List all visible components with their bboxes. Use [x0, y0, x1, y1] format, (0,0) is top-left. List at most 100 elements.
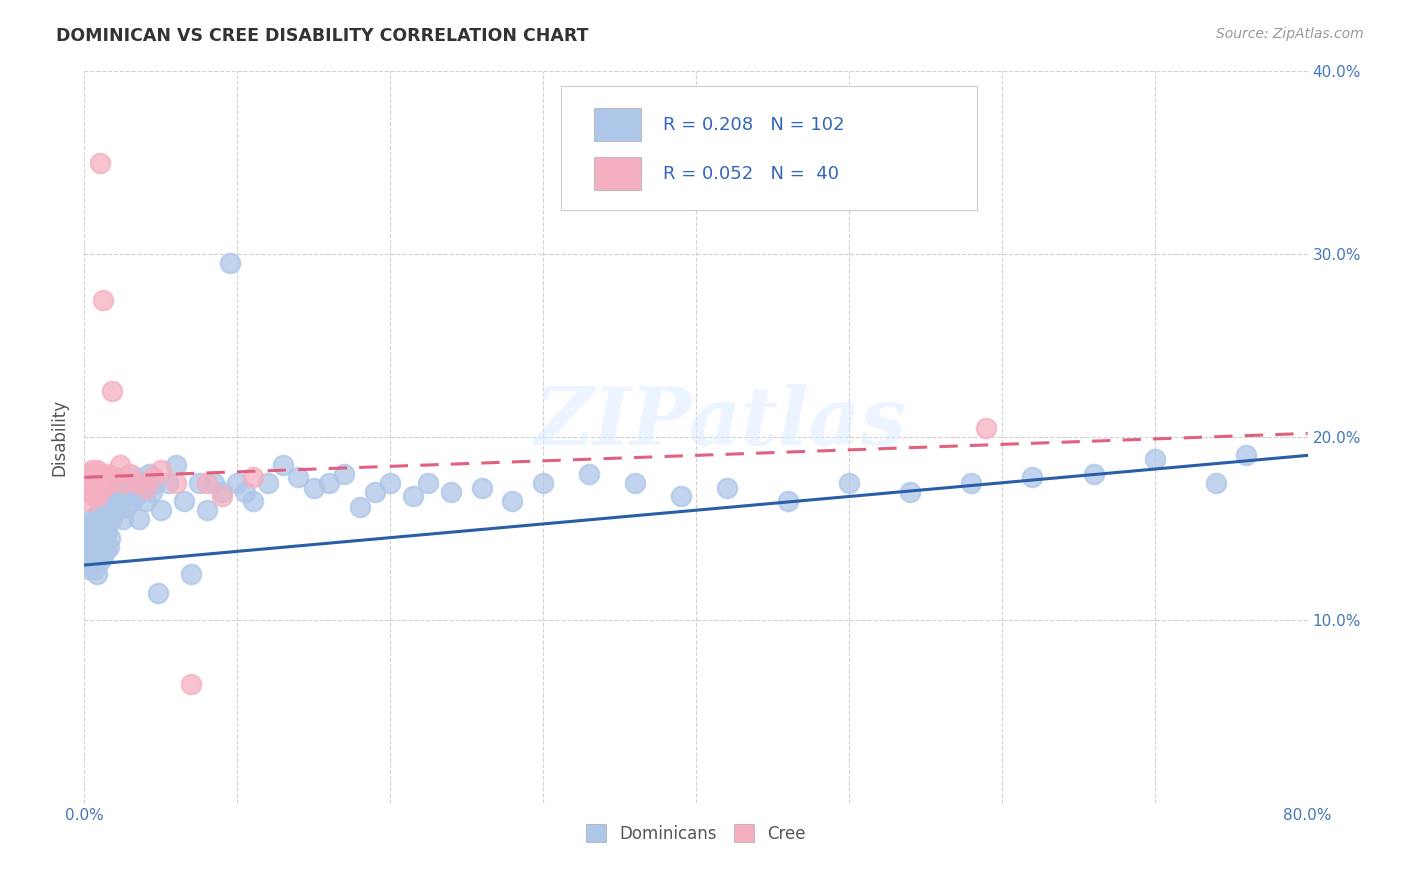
Point [103, 494, 125, 508]
Point [402, 489, 425, 503]
Point [669, 489, 692, 503]
Point [89, 475, 111, 490]
Text: R = 0.052   N =  40: R = 0.052 N = 40 [664, 165, 839, 183]
Point [135, 481, 157, 495]
Point [135, 494, 157, 508]
Point [79, 540, 101, 554]
Point [77, 562, 100, 576]
Point [138, 467, 160, 481]
Point [333, 467, 356, 481]
Point [83, 536, 105, 550]
Point [131, 475, 153, 490]
Point [195, 503, 218, 517]
Point [86, 525, 108, 540]
Text: R = 0.208   N = 102: R = 0.208 N = 102 [664, 116, 845, 134]
Point [83, 475, 105, 490]
Point [89, 512, 111, 526]
Point [302, 481, 325, 495]
Point [79, 517, 101, 532]
Point [98, 531, 121, 545]
Point [86, 512, 108, 526]
Point [115, 489, 138, 503]
Point [195, 475, 218, 490]
Point [257, 475, 280, 490]
Text: ZIPatlas: ZIPatlas [534, 384, 907, 461]
Point [108, 458, 131, 472]
Point [1143, 452, 1166, 467]
Point [233, 485, 256, 500]
Point [87, 489, 110, 503]
Point [142, 470, 165, 484]
Point [149, 503, 172, 517]
Point [89, 156, 111, 170]
Point [1205, 475, 1227, 490]
Point [105, 503, 128, 517]
Point [125, 489, 148, 503]
Legend: Dominicans, Cree: Dominicans, Cree [579, 818, 813, 849]
Point [108, 494, 131, 508]
Point [96, 467, 118, 481]
Point [188, 475, 211, 490]
Point [80, 512, 103, 526]
Point [86, 549, 108, 563]
Point [211, 489, 233, 503]
Point [97, 540, 120, 554]
Point [76, 467, 98, 481]
Point [202, 475, 225, 490]
Point [75, 475, 97, 490]
Point [79, 485, 101, 500]
Point [149, 463, 172, 477]
Point [93, 507, 115, 521]
Point [93, 470, 115, 484]
Point [380, 475, 402, 490]
Point [211, 485, 233, 500]
Point [104, 485, 127, 500]
Point [173, 494, 195, 508]
Point [107, 475, 129, 490]
Point [84, 562, 107, 576]
Point [90, 467, 112, 481]
Point [146, 585, 169, 599]
Point [101, 512, 124, 526]
Y-axis label: Disability: Disability [51, 399, 69, 475]
Point [242, 494, 264, 508]
Point [91, 517, 114, 532]
Point [112, 475, 135, 490]
Point [87, 521, 110, 535]
Point [83, 489, 105, 503]
Point [77, 531, 100, 545]
Point [90, 543, 112, 558]
Point [776, 494, 799, 508]
FancyBboxPatch shape [595, 158, 641, 190]
Point [180, 567, 202, 582]
Point [87, 540, 110, 554]
Point [75, 558, 97, 573]
Point [1021, 470, 1043, 484]
Point [90, 475, 112, 490]
Point [318, 475, 340, 490]
Point [127, 475, 149, 490]
Point [90, 525, 112, 540]
Point [91, 481, 114, 495]
Point [93, 536, 115, 550]
Point [80, 463, 103, 477]
Point [120, 467, 142, 481]
Point [364, 485, 387, 500]
Point [96, 500, 118, 514]
Point [716, 481, 738, 495]
FancyBboxPatch shape [595, 108, 641, 141]
Point [89, 536, 111, 550]
Point [98, 500, 121, 514]
Point [440, 485, 463, 500]
Point [83, 521, 105, 535]
Point [1236, 448, 1258, 462]
Point [84, 512, 107, 526]
Point [418, 475, 440, 490]
Point [502, 494, 524, 508]
FancyBboxPatch shape [561, 86, 977, 211]
Point [114, 500, 136, 514]
Point [84, 481, 107, 495]
Point [79, 470, 101, 484]
Point [80, 525, 103, 540]
Point [86, 567, 108, 582]
